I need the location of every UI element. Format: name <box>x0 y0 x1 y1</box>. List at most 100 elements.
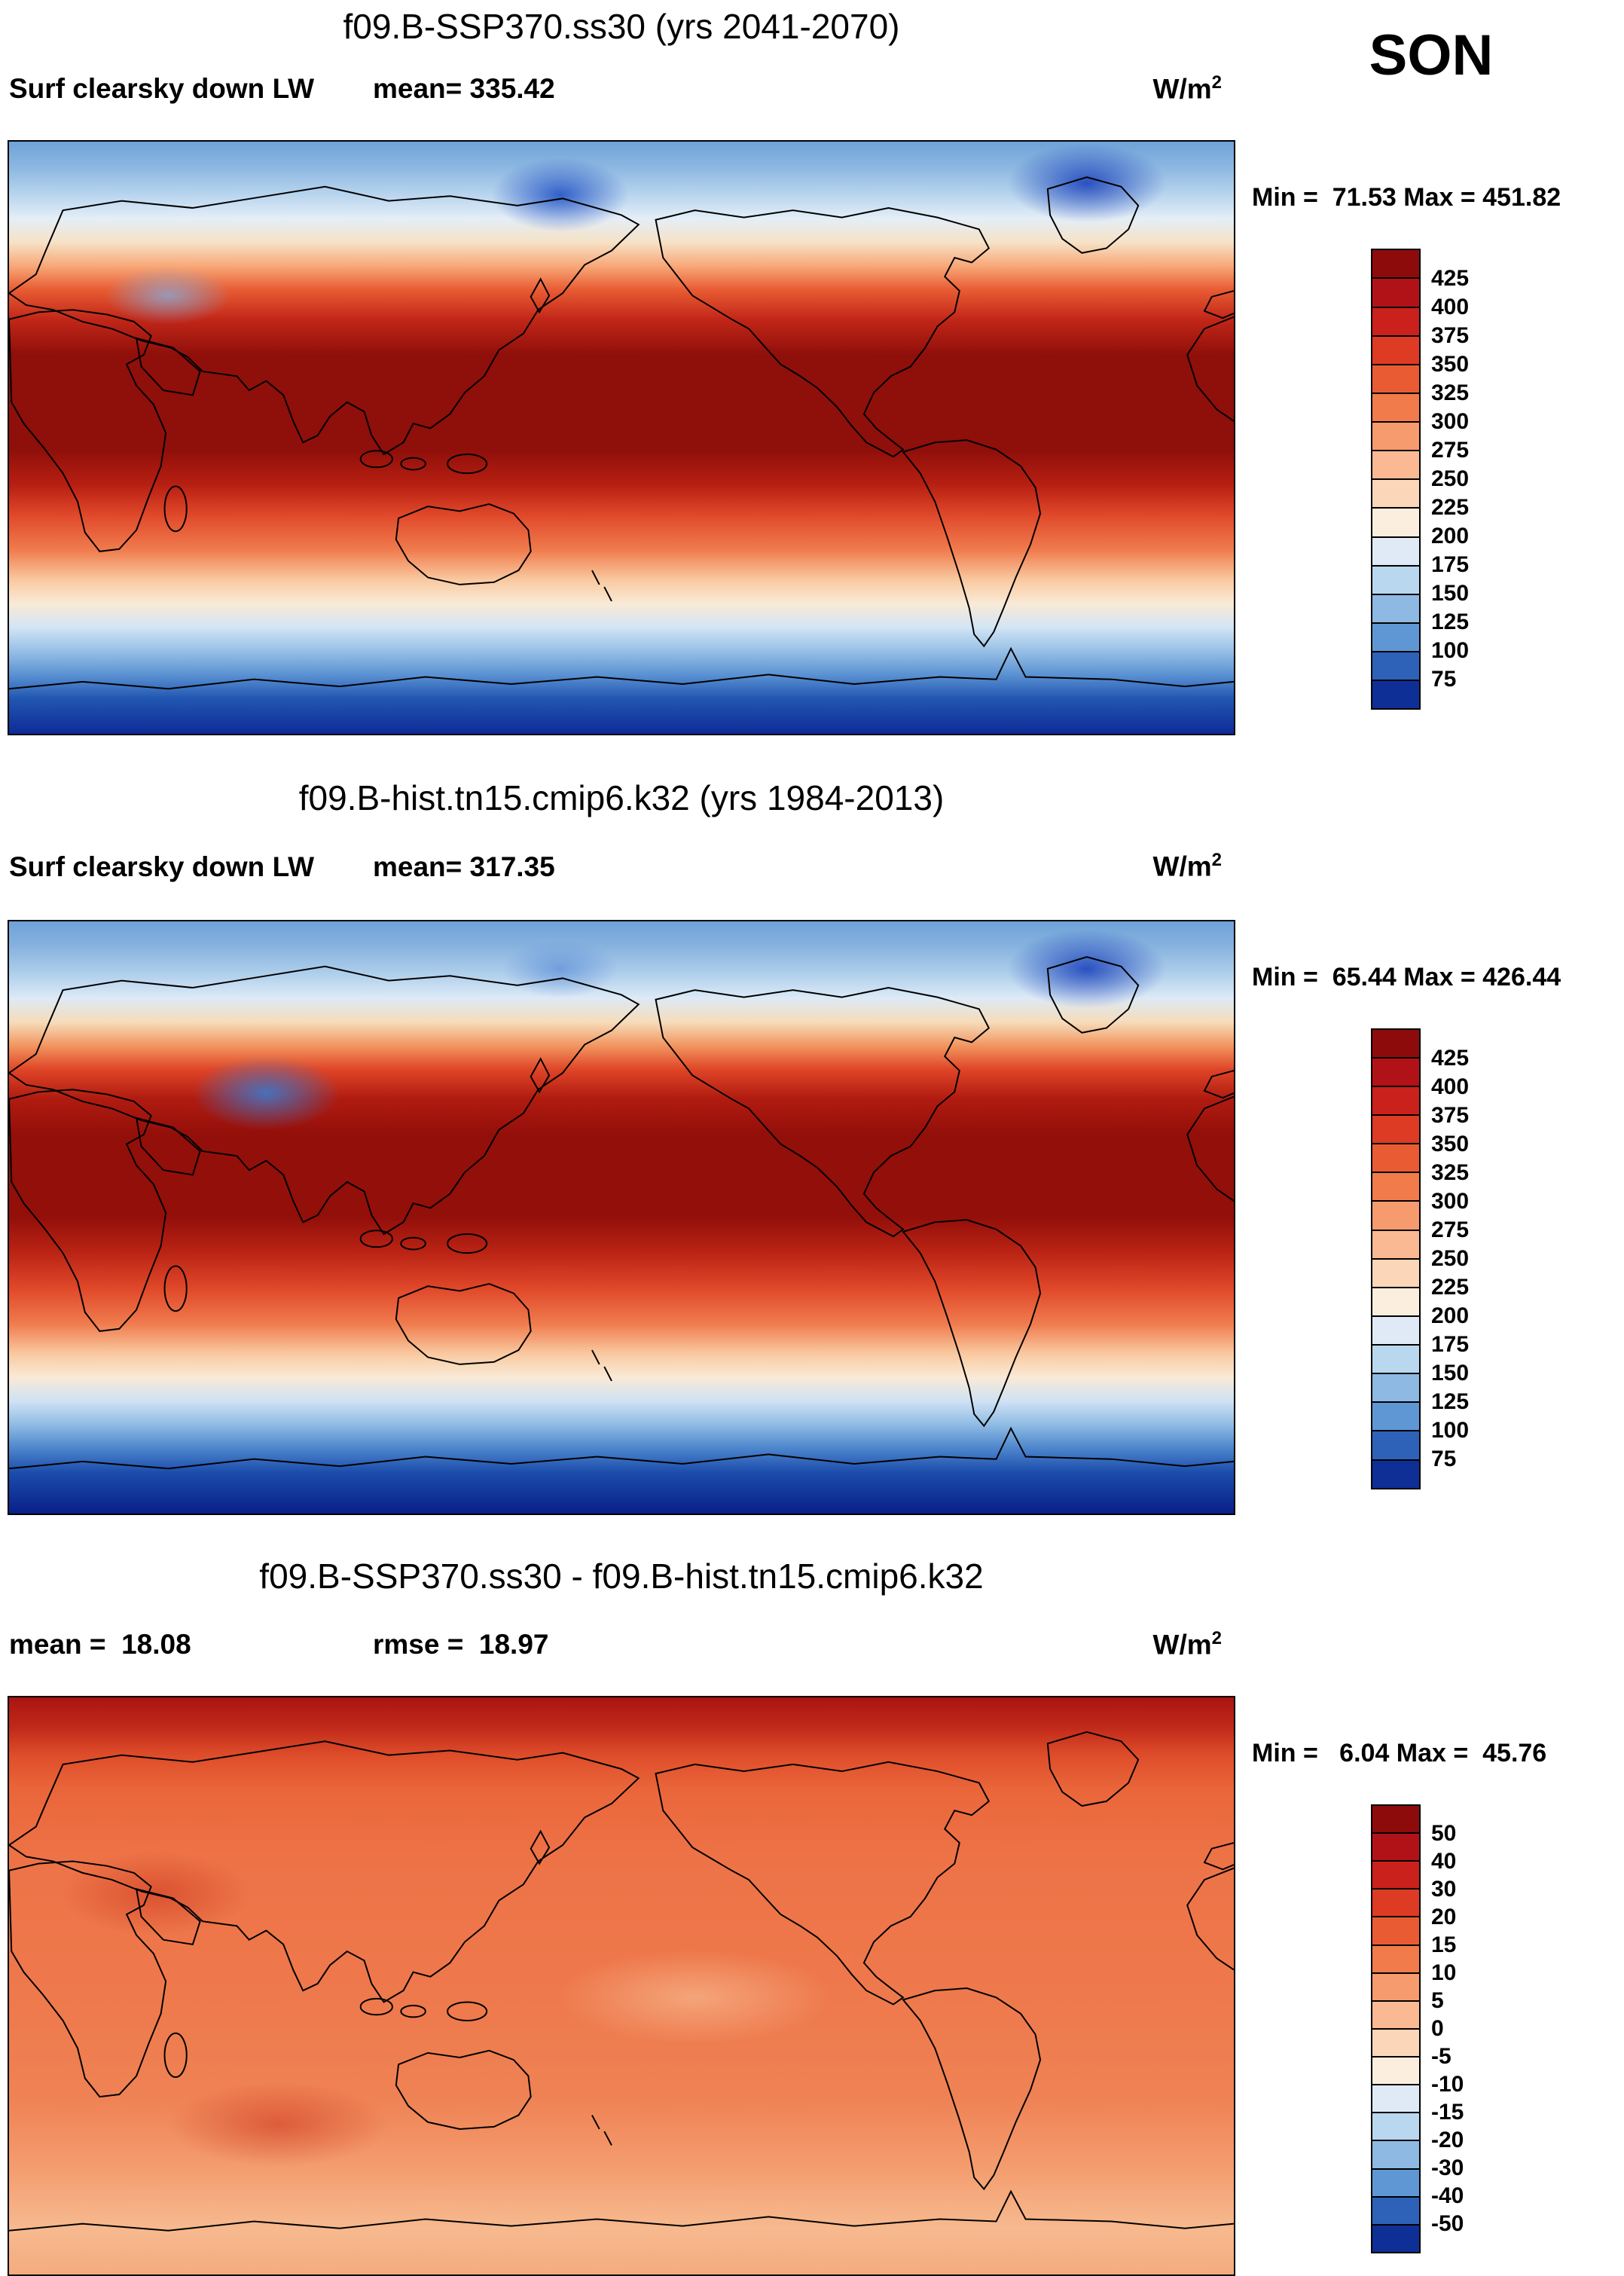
colorbar-cell <box>1372 1143 1419 1172</box>
colorbar-tick: 425 <box>1431 266 1470 292</box>
colorbar-tick: -50 <box>1431 2210 1464 2236</box>
colorbar-tick: 150 <box>1431 1360 1470 1385</box>
min-max-label: Min = 6.04 Max = 45.76 <box>1252 1738 1547 1767</box>
colorbar-tick: -5 <box>1431 2043 1452 2069</box>
colorbar-cell <box>1372 1029 1419 1057</box>
field-label: Surf clearsky down LW <box>9 851 315 882</box>
colorbar-cell <box>1372 450 1419 479</box>
colorbar-cell <box>1372 2168 1419 2196</box>
case-title: f09.B-SSP370.ss30 (yrs 2041-2070) <box>343 7 900 46</box>
colorbar-cell <box>1372 1286 1419 1315</box>
colorbar-tick: 200 <box>1431 1303 1470 1328</box>
colorbar-tick: -10 <box>1431 2071 1464 2097</box>
colorbar-cell <box>1372 1114 1419 1144</box>
colorbar-tick: 5 <box>1431 1987 1444 2013</box>
panel-hist: f09.B-hist.tn15.cmip6.k32 (yrs 1984-2013… <box>0 778 1624 1515</box>
coastlines-overlay <box>9 955 1234 1470</box>
map-row: Min = 71.53 Max = 451.82 425 400 375 350 325… <box>0 140 1624 736</box>
case-title: f09.B-SSP370.ss30 - f09.B-hist.tn15.cmip… <box>259 1556 984 1596</box>
colorbar-tick: 20 <box>1431 1904 1457 1929</box>
season-label: SON <box>1369 23 1494 87</box>
legend-column: Min = 71.53 Max = 451.82 425 400 375 350 325… <box>1235 140 1616 735</box>
colorbar-cell <box>1372 1430 1419 1459</box>
min-max-label: Min = 65.44 Max = 426.44 <box>1252 962 1561 991</box>
colorbar-cell <box>1372 1832 1419 1861</box>
colorbar-cell <box>1372 1401 1419 1431</box>
colorbar-tick: 400 <box>1431 1074 1470 1099</box>
colorbar-tick: 425 <box>1431 1045 1470 1071</box>
colorbar: 425 400 375 350 325 300 275 250 225 200 175 150 125 1… <box>1371 249 1469 710</box>
colorbar-cell <box>1372 622 1419 652</box>
colorbar-tick: 175 <box>1431 1331 1470 1357</box>
mean-value: mean= 335.42 <box>373 73 555 105</box>
colorbar-tick: 275 <box>1431 1217 1470 1242</box>
colorbar-cell <box>1372 651 1419 680</box>
colorbar-tick: 30 <box>1431 1876 1457 1902</box>
colorbar-tick: 375 <box>1431 1102 1470 1128</box>
case-title: f09.B-hist.tn15.cmip6.k32 (yrs 1984-2013… <box>298 778 945 818</box>
units-label: W/m2 <box>1152 72 1222 105</box>
colorbar-tick: 250 <box>1431 1245 1470 1271</box>
units-label: W/m2 <box>1152 850 1222 882</box>
map-row: Min = 6.04 Max = 45.76 50 40 30 20 15 10 5 0 -5-… <box>0 1695 1624 2276</box>
colorbar-cell <box>1372 1257 1419 1287</box>
colorbar-cell <box>1372 1459 1419 1488</box>
colorbar-tick: 75 <box>1431 667 1457 692</box>
colorbar-cell <box>1372 564 1419 594</box>
coastlines-overlay <box>9 176 1234 691</box>
colorbar-tick: 325 <box>1431 380 1470 406</box>
colorbar-cell <box>1372 1916 1419 1945</box>
colorbar-cell <box>1372 536 1419 565</box>
colorbar-cell <box>1372 392 1419 422</box>
colorbar-tick: -20 <box>1431 2127 1464 2152</box>
colorbar-tick: 350 <box>1431 352 1470 377</box>
colorbar-cell <box>1372 306 1419 335</box>
colorbar-cell <box>1372 1805 1419 1833</box>
colorbar-cell <box>1372 1373 1419 1402</box>
colorbar-cell <box>1372 1944 1419 1972</box>
legend-column: Min = 65.44 Max = 426.44 425 400 375 350 325… <box>1235 920 1616 1515</box>
colorbar-cell <box>1372 2223 1419 2252</box>
colorbar-tick: 0 <box>1431 2015 1444 2041</box>
colorbar-cell <box>1372 1200 1419 1230</box>
colorbar-cell <box>1372 1888 1419 1917</box>
map-hist <box>8 919 1235 1515</box>
colorbar-cell <box>1372 1344 1419 1373</box>
colorbar-tick: 125 <box>1431 1389 1470 1414</box>
colorbar: 50 40 30 20 15 10 5 0 -5 -10 -15 -20 -30 -40 -50 <box>1371 1804 1464 2253</box>
colorbar-tick: 375 <box>1431 323 1470 349</box>
colorbar-cell <box>1372 1860 1419 1889</box>
colorbar-tick: 200 <box>1431 524 1470 549</box>
colorbar-cell <box>1372 2195 1419 2224</box>
map-diff <box>8 1695 1235 2276</box>
colorbar-cell <box>1372 1315 1419 1345</box>
colorbar-cell <box>1372 2027 1419 2057</box>
colorbar-tick: 225 <box>1431 1274 1470 1300</box>
colorbar-cell <box>1372 2112 1419 2140</box>
colorbar-cell <box>1372 1229 1419 1258</box>
map-row: Min = 65.44 Max = 426.44 425 400 375 350 325… <box>0 919 1624 1515</box>
colorbar-cell <box>1372 250 1419 278</box>
map-ssp370 <box>8 140 1235 736</box>
stats-row: Surf clearsky down LW mean= 317.35 W/m2 <box>9 844 1222 883</box>
colorbar-tick: 175 <box>1431 552 1470 578</box>
coastlines-overlay <box>9 1731 1234 2232</box>
colorbar-cell <box>1372 335 1419 364</box>
colorbar-cell <box>1372 1972 1419 2000</box>
colorbar-cell <box>1372 363 1419 393</box>
colorbar-tick: 10 <box>1431 1960 1457 1985</box>
colorbar-cell <box>1372 593 1419 622</box>
colorbar-tick: 250 <box>1431 466 1470 492</box>
colorbar-cell <box>1372 2000 1419 2028</box>
colorbar-cell <box>1372 680 1419 709</box>
colorbar-cell <box>1372 1172 1419 1201</box>
colorbar-tick: -40 <box>1431 2183 1464 2208</box>
field-label: Surf clearsky down LW <box>9 73 315 105</box>
colorbar-tick: -15 <box>1431 2099 1464 2125</box>
colorbar-cell <box>1372 277 1419 307</box>
colorbar-tick: 225 <box>1431 495 1470 521</box>
colorbar-cell <box>1372 507 1419 536</box>
colorbar-tick: 50 <box>1431 1820 1457 1846</box>
colorbar-cell <box>1372 2056 1419 2085</box>
panel-diff: f09.B-SSP370.ss30 - f09.B-hist.tn15.cmip… <box>0 1556 1624 2276</box>
